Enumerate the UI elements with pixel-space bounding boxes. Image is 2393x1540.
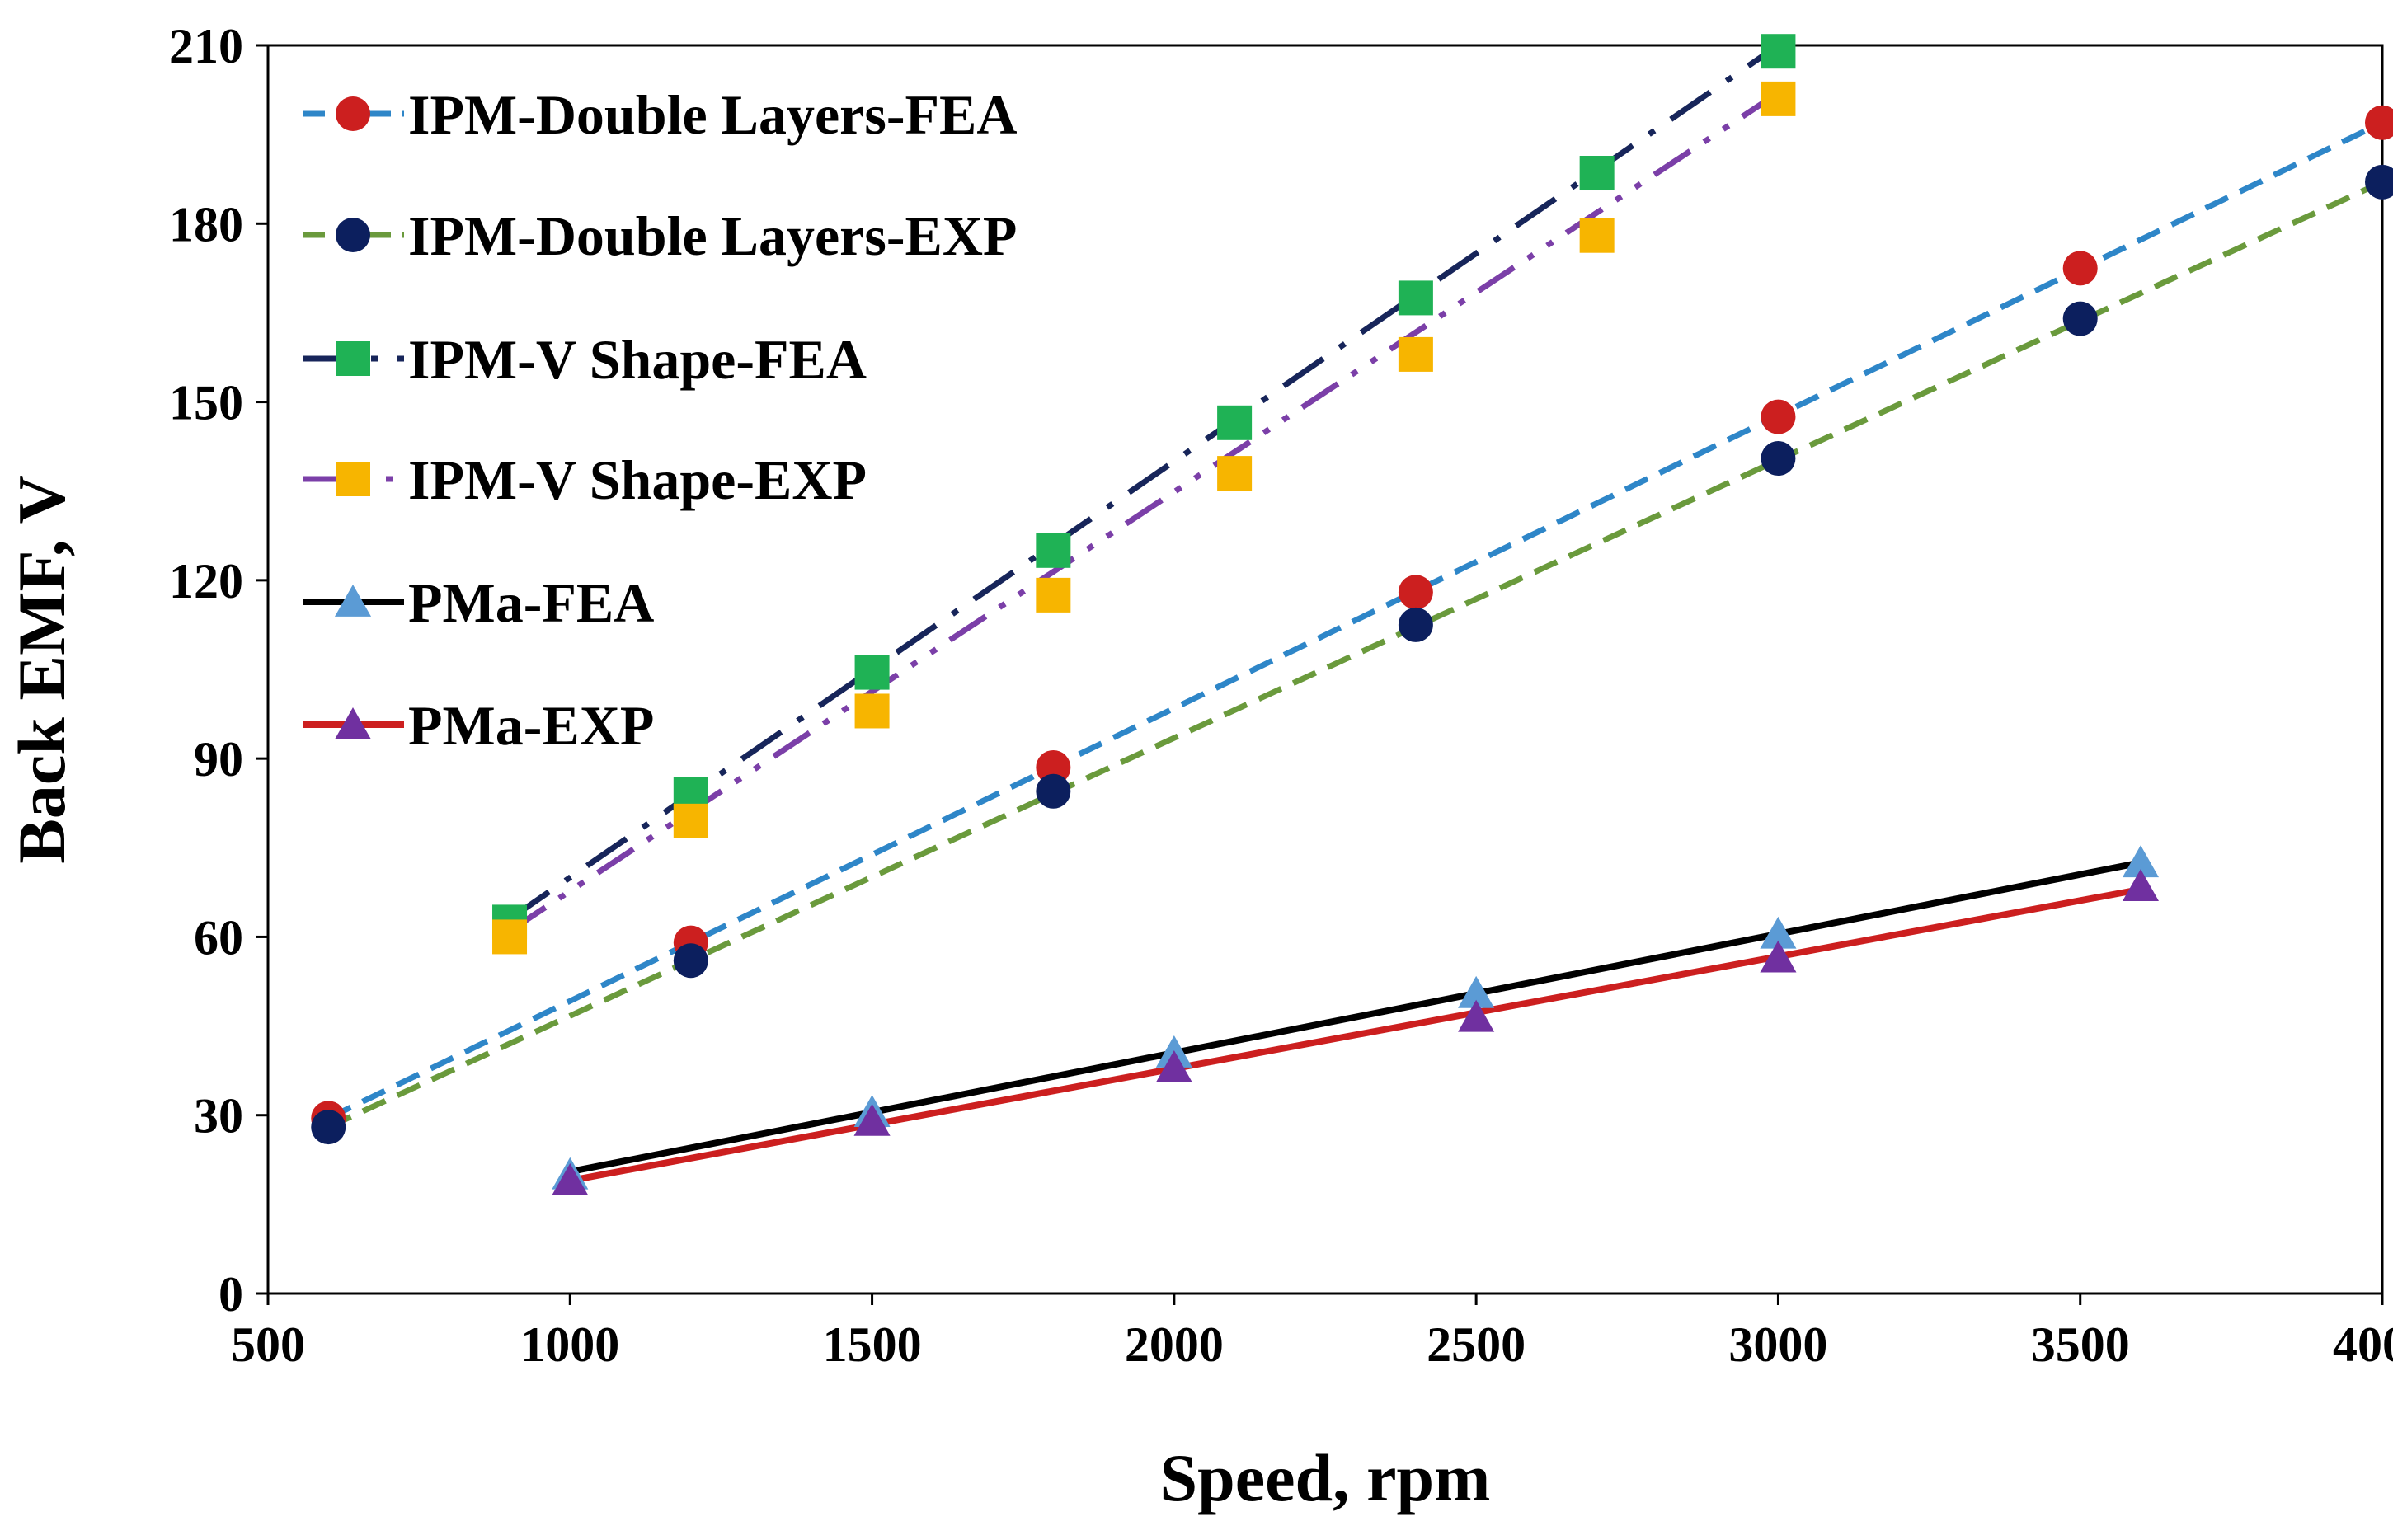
legend-item: IPM-V Shape-EXP xyxy=(303,448,867,511)
data-point xyxy=(1036,773,1071,809)
legend-label: IPM-V Shape-EXP xyxy=(408,448,867,511)
data-point xyxy=(1217,405,1253,440)
data-point xyxy=(1398,607,1433,642)
data-point xyxy=(1761,441,1796,477)
data-point xyxy=(854,655,890,690)
series-ipm-double-layers-fea xyxy=(327,120,2384,1121)
x-tick-label: 2500 xyxy=(1427,1317,1526,1372)
legend-label: IPM-Double Layers-EXP xyxy=(408,204,1017,267)
data-point xyxy=(2365,164,2393,200)
series-markers xyxy=(552,869,2160,1195)
plot-frame xyxy=(266,44,2384,1295)
data-point xyxy=(1398,336,1433,372)
x-axis-title: Speed, rpm xyxy=(1160,1440,1491,1515)
data-point xyxy=(853,1103,891,1136)
legend-item: IPM-Double Layers-FEA xyxy=(303,83,1017,146)
data-point xyxy=(1217,456,1253,491)
data-point xyxy=(1155,1050,1192,1082)
data-point xyxy=(2122,869,2160,901)
data-point xyxy=(1579,156,1615,191)
x-tick-label: 3500 xyxy=(2031,1317,2130,1372)
data-point xyxy=(1398,575,1433,610)
data-point xyxy=(1458,999,1495,1032)
y-tick-label: 30 xyxy=(194,1089,243,1143)
data-point xyxy=(1760,940,1797,973)
x-tick-label: 1000 xyxy=(520,1317,619,1372)
data-point xyxy=(552,1163,589,1195)
data-point xyxy=(492,919,528,955)
legend-marker xyxy=(336,96,370,131)
data-point xyxy=(2062,251,2098,286)
data-point xyxy=(1036,577,1071,613)
y-tick-label: 210 xyxy=(169,19,243,73)
legend: IPM-Double Layers-FEA IPM-Double Layers-E… xyxy=(303,83,1017,757)
legend-item: IPM-V Shape-FEA xyxy=(303,328,867,391)
legend-item: PMa-FEA xyxy=(303,571,654,634)
y-axis-ticks: 0 30 60 90 120 150 180 210 xyxy=(169,19,268,1322)
series-line xyxy=(327,120,2384,1121)
series-layer xyxy=(311,34,2393,1195)
data-point xyxy=(1458,975,1495,1008)
legend-label: IPM-Double Layers-FEA xyxy=(408,83,1017,146)
data-point xyxy=(673,803,708,838)
y-tick-label: 0 xyxy=(219,1267,243,1322)
series-line xyxy=(569,859,2141,1176)
series-ipm-v-shape-fea xyxy=(508,43,1780,922)
series-markers xyxy=(492,81,1796,955)
data-point xyxy=(2122,845,2160,878)
data-point xyxy=(673,943,708,979)
data-point xyxy=(2062,301,2098,336)
series-line xyxy=(569,885,2141,1184)
x-tick-label: 500 xyxy=(231,1317,305,1372)
data-point xyxy=(1761,34,1796,69)
series-pma-fea xyxy=(569,859,2141,1176)
y-tick-label: 150 xyxy=(169,376,243,430)
legend-marker xyxy=(334,585,372,617)
series-markers xyxy=(311,105,2393,1136)
legend-marker xyxy=(336,462,370,496)
data-point xyxy=(1760,916,1797,949)
x-tick-label: 3000 xyxy=(1728,1317,1827,1372)
data-point xyxy=(854,693,890,729)
legend-marker xyxy=(334,707,372,739)
legend-label: PMa-EXP xyxy=(408,694,654,757)
data-point xyxy=(1761,81,1796,116)
data-point xyxy=(1036,749,1071,785)
series-ipm-v-shape-exp xyxy=(508,90,1780,934)
legend-label: PMa-FEA xyxy=(408,571,654,634)
legend-label: IPM-V Shape-FEA xyxy=(408,328,867,391)
legend-item: IPM-Double Layers-EXP xyxy=(303,204,1017,267)
data-point xyxy=(311,1110,346,1145)
y-tick-label: 180 xyxy=(169,197,243,251)
y-tick-label: 120 xyxy=(169,554,243,608)
legend-item: PMa-EXP xyxy=(303,694,654,757)
legend-marker xyxy=(336,218,370,252)
x-tick-label: 4000 xyxy=(2333,1317,2393,1372)
y-axis-title: Back EMF, V xyxy=(4,475,79,864)
x-tick-label: 2000 xyxy=(1125,1317,1224,1372)
data-point xyxy=(1761,399,1796,434)
series-line xyxy=(508,90,1780,934)
x-axis-ticks: 500 1000 1500 2000 2500 3000 3500 4000 xyxy=(231,1294,2393,1372)
series-markers xyxy=(311,164,2393,1145)
series-line xyxy=(508,43,1780,922)
data-point xyxy=(1036,533,1071,568)
legend-marker xyxy=(336,341,370,376)
data-point xyxy=(1398,280,1433,316)
data-point xyxy=(1579,218,1615,253)
series-pma-exp xyxy=(569,885,2141,1184)
y-tick-label: 60 xyxy=(194,910,243,965)
y-tick-label: 90 xyxy=(194,732,243,786)
x-tick-label: 1500 xyxy=(823,1317,922,1372)
data-point xyxy=(2365,105,2393,140)
